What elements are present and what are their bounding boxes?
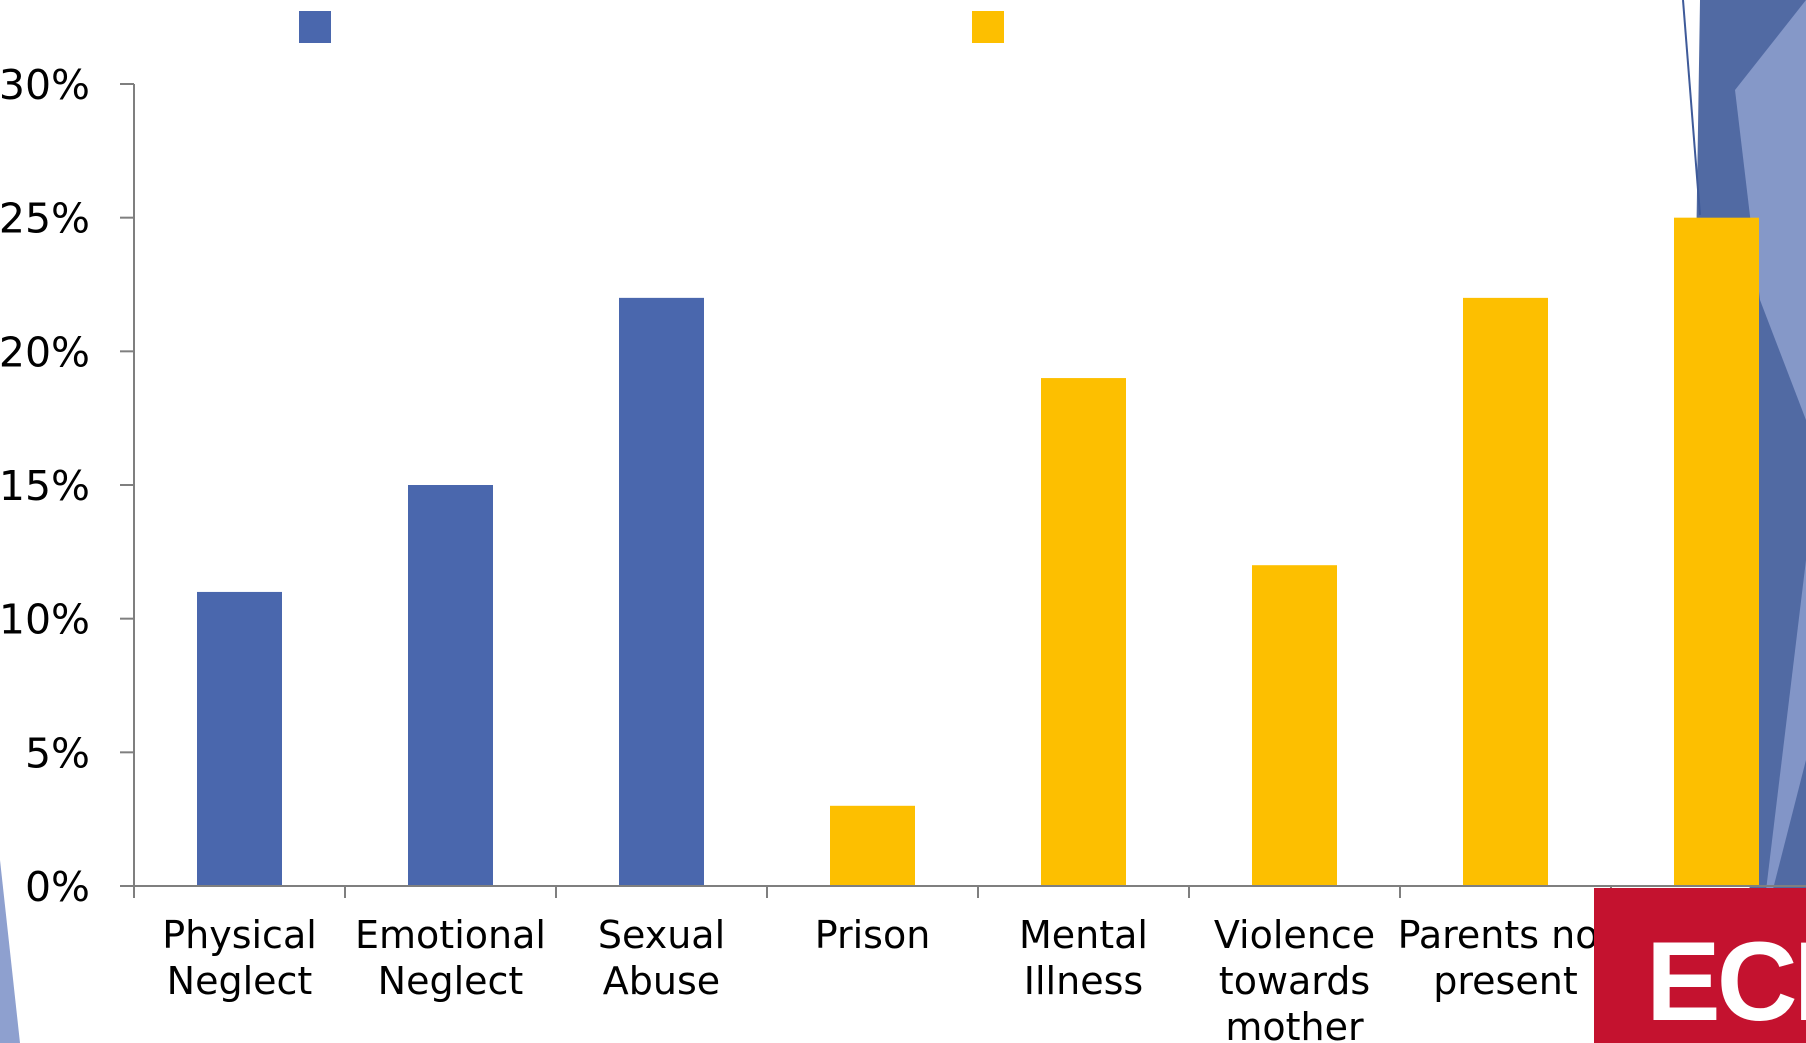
y-tick-label: 20% (0, 328, 90, 376)
decor-shape (1760, 560, 1806, 940)
category-label: Emotional Neglect (355, 913, 546, 1003)
bar (1463, 297, 1548, 886)
y-tick-label: 30% (0, 61, 90, 109)
legend (299, 11, 1004, 43)
decor-shape (1735, 0, 1806, 420)
bar (408, 485, 493, 886)
y-axis-tick-labels: 0% 5% 10% 15% 20% 25% 30% (0, 61, 90, 911)
category-label: Sexual Abuse (598, 913, 725, 1003)
bar (1252, 565, 1337, 886)
axes (120, 83, 1806, 898)
y-tick-label: 25% (0, 195, 90, 243)
bar (619, 297, 704, 886)
decor-line (1682, 0, 1701, 216)
bar (197, 591, 282, 886)
y-tick-label: 15% (0, 462, 90, 510)
category-label: Parents not present (1398, 913, 1614, 1003)
category-label: Physical Neglect (162, 913, 317, 1003)
echo-logo: ECHO (1594, 888, 1806, 1043)
bar (1041, 378, 1126, 886)
bars (197, 217, 1759, 886)
y-tick-label: 10% (0, 596, 90, 644)
decor-shape-left (0, 860, 20, 1043)
y-tick-label: 5% (25, 729, 90, 777)
echo-logo-text: ECHO (1646, 919, 1806, 1043)
slide-decoration-left (0, 860, 20, 1043)
legend-swatch-1 (299, 11, 331, 43)
x-axis-category-labels: Physical Neglect Emotional Neglect Sexual Abu… (162, 913, 1806, 1043)
category-label: Mental Illness (1019, 913, 1148, 1003)
legend-swatch-2 (972, 11, 1004, 43)
bar (830, 805, 915, 886)
bar (1674, 217, 1759, 886)
category-label: Violence towards mother (1214, 913, 1375, 1043)
y-tick-label: 0% (25, 863, 90, 911)
category-label: Prison (815, 913, 931, 957)
